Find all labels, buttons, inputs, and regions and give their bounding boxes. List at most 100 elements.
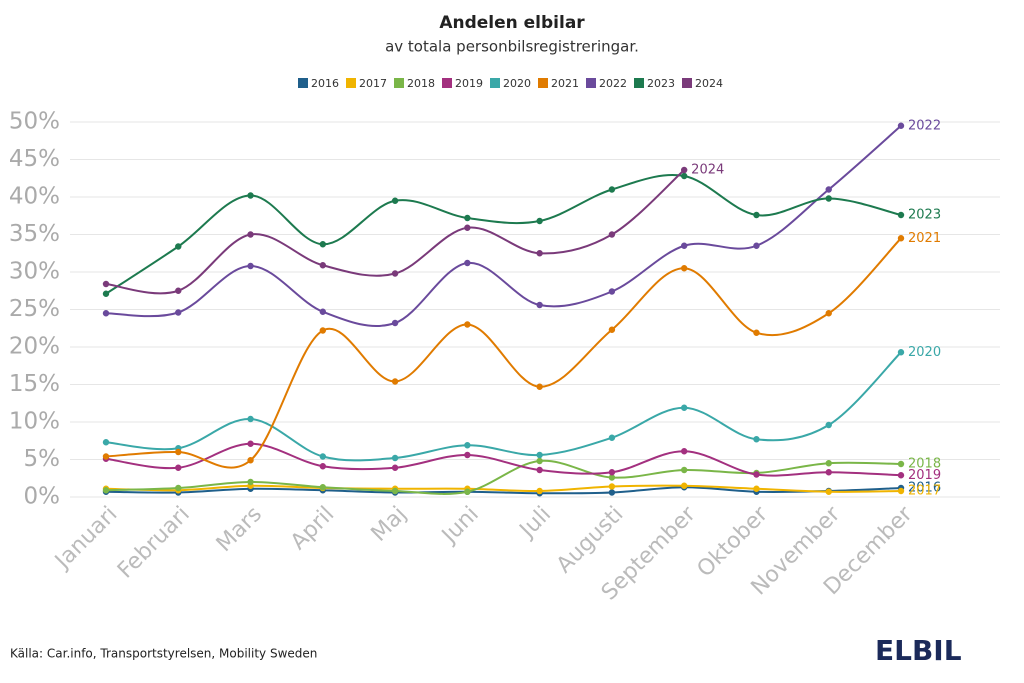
data-point xyxy=(680,404,688,411)
x-tick-label: Juni xyxy=(436,502,484,550)
data-point xyxy=(175,309,182,316)
data-point xyxy=(319,262,327,269)
source: Källa: Car.info, Transportstyrelsen, Mob… xyxy=(10,647,317,661)
data-point xyxy=(536,217,543,225)
data-point xyxy=(536,487,543,495)
data-point xyxy=(753,242,760,249)
series-line xyxy=(105,442,902,477)
data-point xyxy=(175,484,182,492)
data-point xyxy=(464,214,471,222)
data-point xyxy=(247,457,254,464)
series-end-label: 2016 xyxy=(908,481,941,496)
legend-swatch xyxy=(346,78,356,88)
data-point xyxy=(608,469,616,476)
data-point xyxy=(608,186,616,193)
y-tick-label: 35% xyxy=(9,221,60,247)
series-line xyxy=(105,125,902,327)
x-tick-label: Januari xyxy=(49,502,122,575)
series-end-label: 2017 xyxy=(908,484,941,499)
series-line xyxy=(105,459,902,495)
legend-swatch xyxy=(442,78,452,88)
data-point xyxy=(319,241,327,248)
data-point xyxy=(825,421,832,429)
data-point xyxy=(319,327,327,334)
x-tick-label: Mars xyxy=(212,502,267,557)
legend-swatch xyxy=(586,78,596,88)
series-end-label: 2022 xyxy=(908,118,941,133)
series-end-label: 2020 xyxy=(908,345,941,360)
data-point xyxy=(825,195,832,202)
data-point xyxy=(102,280,110,288)
data-point xyxy=(536,250,543,257)
data-point xyxy=(391,319,399,327)
data-point xyxy=(825,310,832,317)
data-point xyxy=(391,487,399,495)
data-point xyxy=(247,192,254,199)
data-point xyxy=(464,442,471,449)
data-point xyxy=(247,440,254,447)
data-point xyxy=(897,211,905,219)
data-point xyxy=(319,453,327,460)
y-tick-label: 5% xyxy=(24,446,61,472)
data-point xyxy=(391,270,399,277)
legend-label: 2019 xyxy=(455,77,483,90)
series-end-label: 2018 xyxy=(908,457,941,472)
data-point xyxy=(897,349,905,356)
data-point xyxy=(536,383,543,390)
data-point xyxy=(536,301,543,309)
data-point xyxy=(608,474,616,481)
series-line xyxy=(105,351,902,462)
legend-label: 2021 xyxy=(551,77,579,90)
data-point xyxy=(175,243,182,250)
series-end-label: 2019 xyxy=(908,468,941,483)
data-point xyxy=(247,262,254,270)
legend-swatch xyxy=(538,78,548,88)
data-point xyxy=(464,451,471,459)
data-point xyxy=(825,469,832,476)
y-tick-label: 30% xyxy=(9,259,60,285)
data-point xyxy=(825,186,832,193)
data-point xyxy=(680,466,688,474)
series-line xyxy=(105,484,902,493)
data-point xyxy=(391,197,399,204)
data-point xyxy=(102,487,110,494)
series-end-label: 2024 xyxy=(691,163,724,178)
legend-label: 2023 xyxy=(647,77,675,90)
data-point xyxy=(753,211,760,219)
data-point xyxy=(391,454,399,462)
data-point xyxy=(680,448,688,455)
logo: ELBIL xyxy=(875,634,962,667)
data-point xyxy=(102,310,110,317)
data-point xyxy=(247,415,254,423)
y-tick-label: 25% xyxy=(9,296,60,322)
data-point xyxy=(825,460,832,467)
data-point xyxy=(753,436,760,443)
chart-subtitle: av totala personbilsregistreringar. xyxy=(385,38,639,56)
series-line xyxy=(105,486,902,495)
data-point xyxy=(391,464,399,471)
data-point xyxy=(680,242,688,249)
data-point xyxy=(897,472,905,479)
data-point xyxy=(247,478,254,486)
y-tick-label: 0% xyxy=(24,484,61,510)
y-tick-label: 15% xyxy=(9,371,60,397)
data-point xyxy=(102,439,110,446)
legend-label: 2022 xyxy=(599,77,627,90)
data-point xyxy=(175,448,182,456)
series-end-label: 2023 xyxy=(908,208,941,223)
data-point xyxy=(608,489,616,496)
y-tick-label: 20% xyxy=(9,334,60,360)
data-point xyxy=(680,172,688,180)
legend-swatch xyxy=(634,78,644,88)
data-point xyxy=(319,308,327,315)
data-point xyxy=(175,464,182,471)
data-point xyxy=(825,488,832,495)
legend-swatch xyxy=(490,78,500,88)
y-tick-label: 10% xyxy=(9,409,60,435)
data-point xyxy=(897,487,905,495)
data-point xyxy=(464,259,471,267)
data-point xyxy=(391,378,399,385)
data-point xyxy=(608,483,616,490)
y-tick-label: 45% xyxy=(9,146,60,172)
